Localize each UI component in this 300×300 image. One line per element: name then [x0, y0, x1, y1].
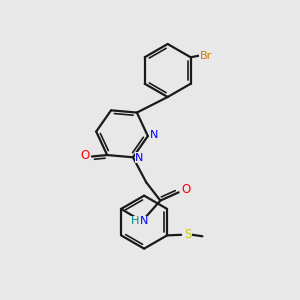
Text: S: S [184, 228, 191, 241]
Text: O: O [182, 184, 190, 196]
Text: Br: Br [200, 51, 212, 61]
Text: N: N [140, 216, 148, 226]
Text: O: O [81, 149, 90, 162]
Text: N: N [150, 130, 158, 140]
Text: N: N [135, 153, 144, 163]
Text: H: H [130, 216, 139, 226]
